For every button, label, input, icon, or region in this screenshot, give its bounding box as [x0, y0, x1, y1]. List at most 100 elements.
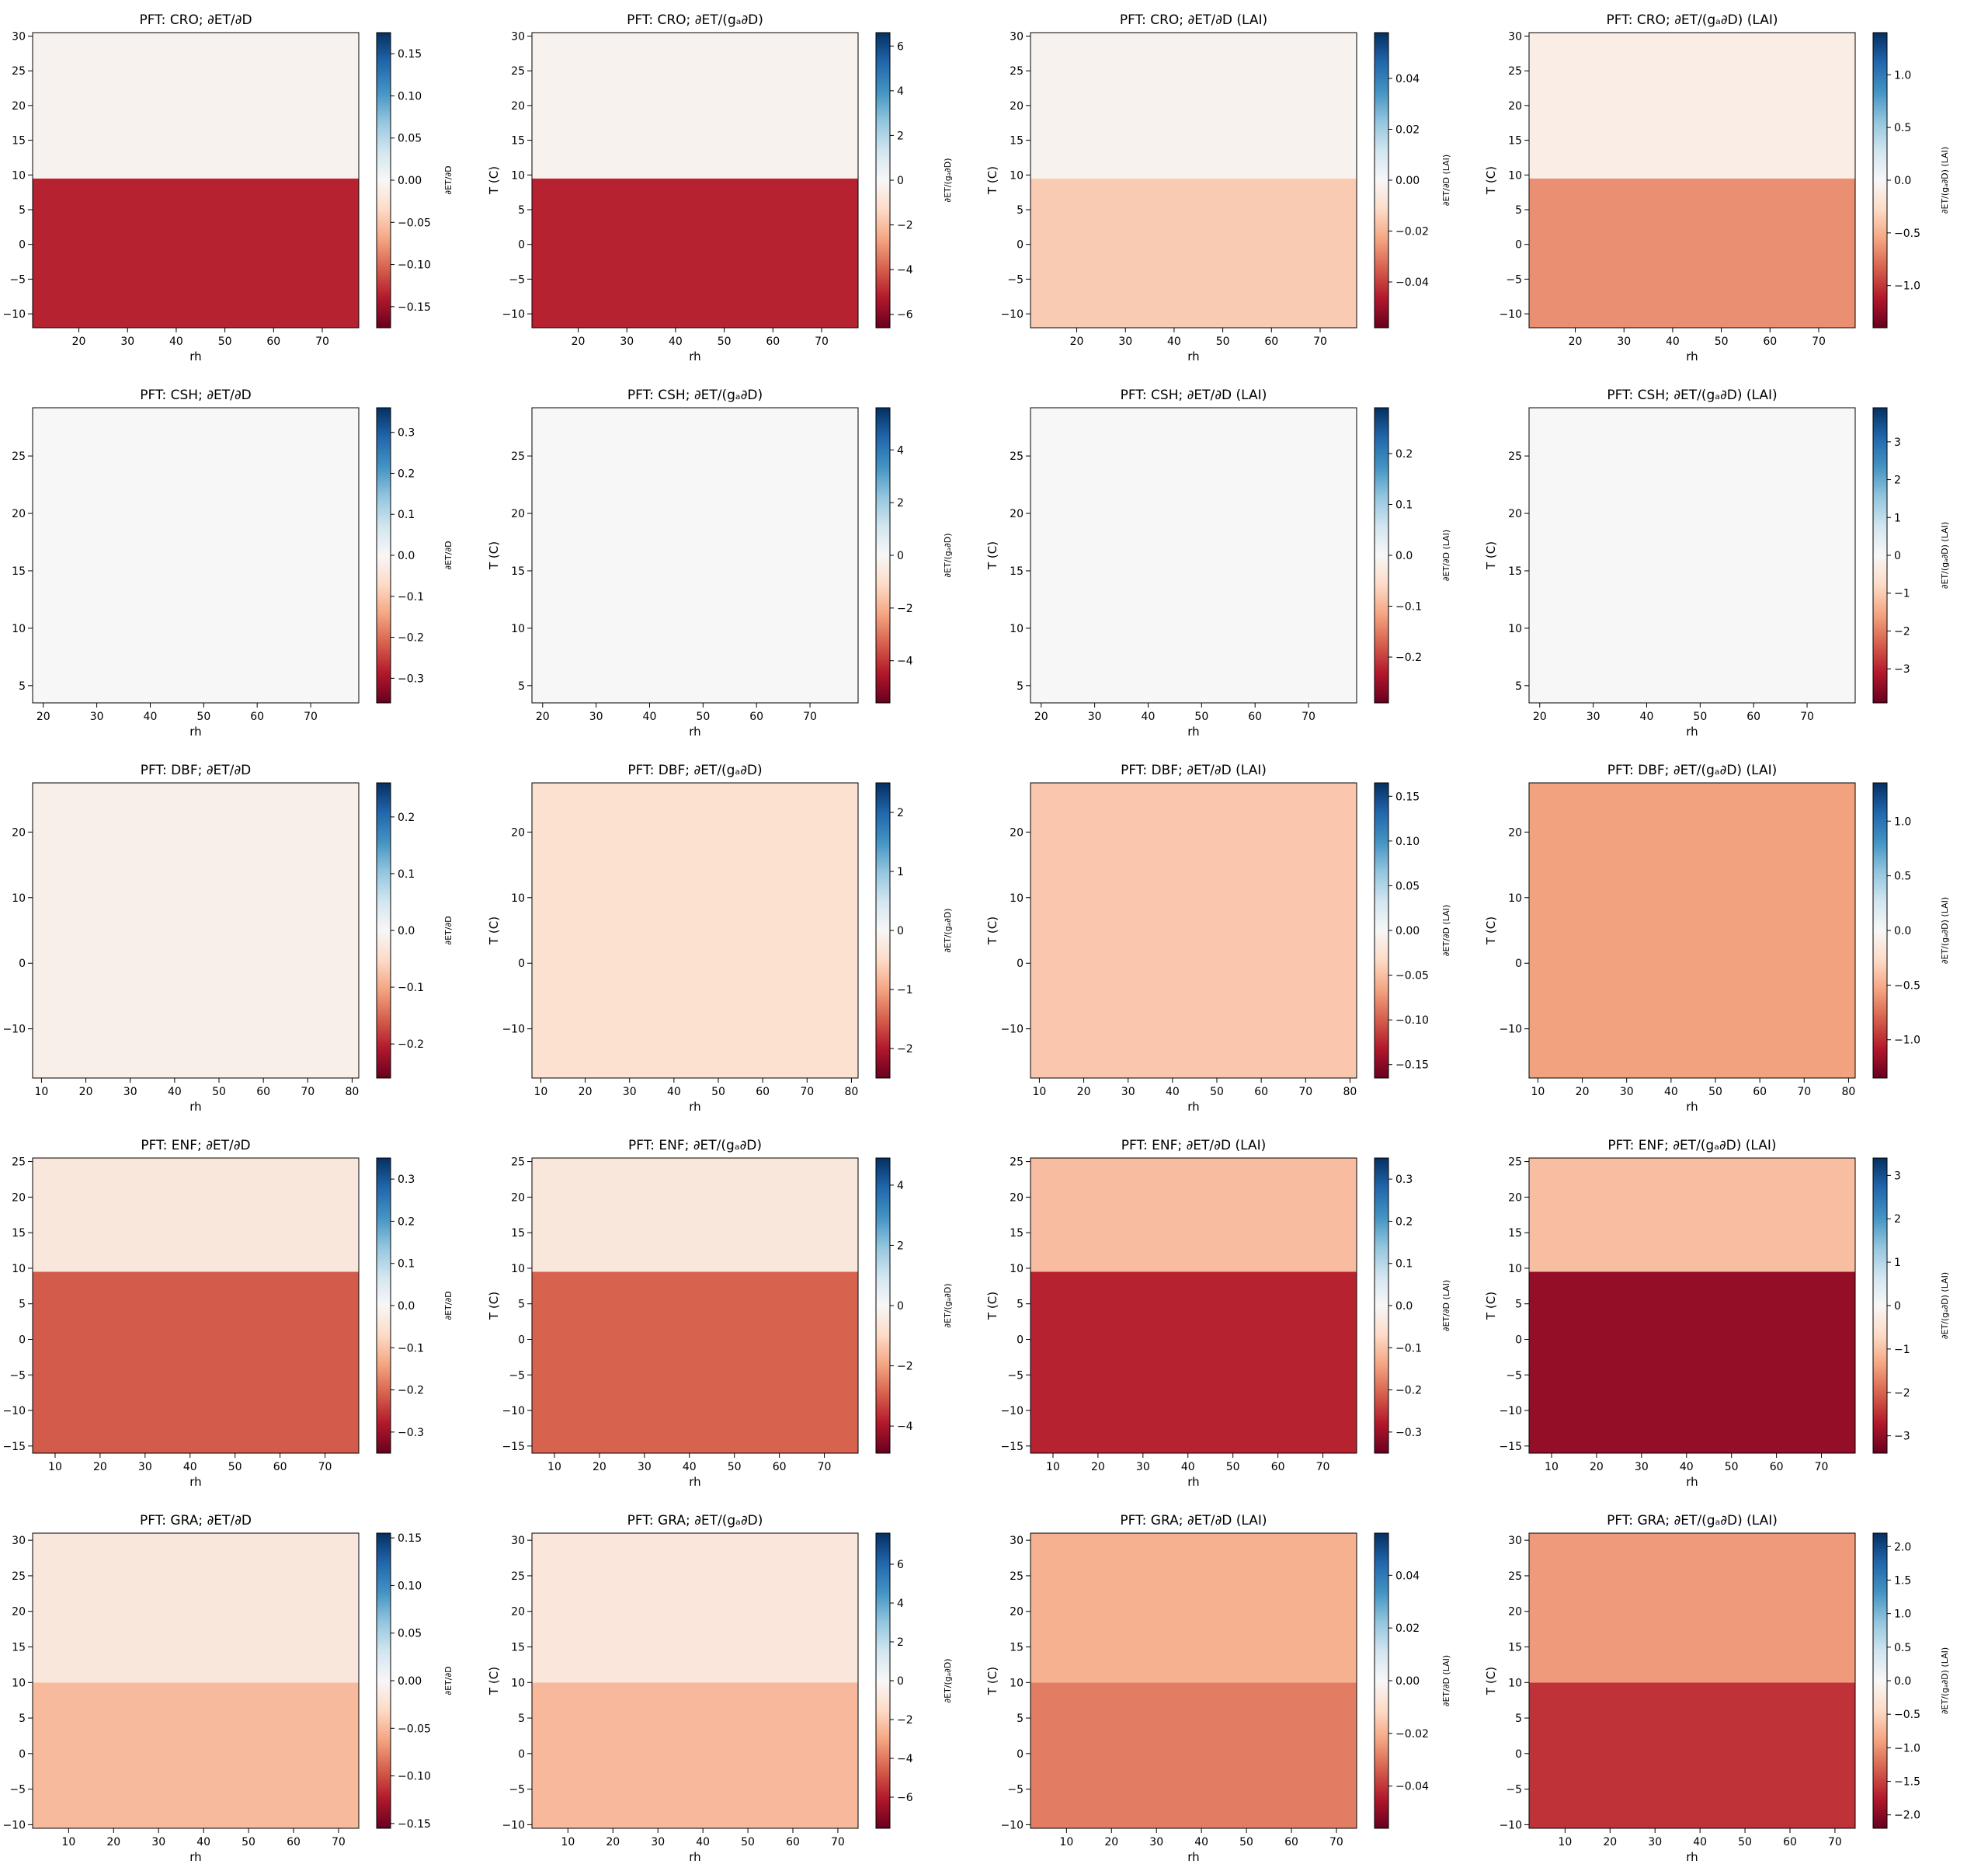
x-tick-label: 70: [1316, 1461, 1330, 1473]
y-tick-label: 10: [1508, 623, 1522, 635]
x-tick-label: 50: [228, 1461, 242, 1473]
heatmap-band: [1529, 178, 1855, 328]
colorbar-label: ∂ET/∂D: [443, 1666, 454, 1695]
colorbar-tick-label: 0: [897, 925, 904, 937]
x-tick-label: 70: [332, 1836, 346, 1848]
y-tick-label: 25: [511, 450, 525, 463]
y-axis-label: T (C): [0, 916, 2, 945]
y-tick-label: 30: [1508, 1535, 1522, 1547]
y-tick-label: 25: [1010, 1570, 1024, 1583]
colorbar-tick-label: −1: [1894, 588, 1910, 600]
heatmap-band: [1030, 1158, 1357, 1272]
colorbar-tick-label: −3: [1894, 1431, 1910, 1443]
y-axis-label: T (C): [985, 1292, 999, 1320]
y-tick-label: −5: [1506, 1784, 1522, 1796]
x-tick-label: 40: [196, 1836, 210, 1848]
y-tick-label: 10: [511, 169, 525, 182]
plot-frame: [32, 782, 360, 1079]
colorbar-label: ∂ET/∂D (LAI): [1441, 1655, 1451, 1706]
y-tick-label: −10: [1000, 1819, 1024, 1831]
x-tick-label: 50: [1708, 1086, 1722, 1098]
colorbar-tick-label: 1.5: [1894, 1574, 1911, 1587]
colorbar-tick-label: −0.1: [398, 982, 424, 994]
colorbar-tick-label: 0.2: [398, 468, 415, 480]
x-tick-label: 80: [845, 1086, 859, 1098]
colorbar-tick-label: −0.05: [1395, 970, 1429, 982]
heatmap-band: [33, 1682, 359, 1828]
colorbar-tick-label: −0.15: [1395, 1059, 1429, 1072]
y-axis-label: T (C): [487, 166, 501, 195]
heatmap-band: [532, 33, 858, 179]
colorbar-tick-label: 0.10: [398, 90, 422, 103]
y-tick-label: −5: [509, 273, 525, 286]
heatmap-band: [33, 1158, 359, 1272]
colorbar-tick-label: −0.2: [398, 1385, 424, 1397]
colorbar-label: ∂ET/∂D: [443, 165, 454, 194]
x-tick-label: 60: [287, 1836, 301, 1848]
y-tick-label: 10: [1010, 1677, 1024, 1689]
y-tick-label: 0: [1515, 958, 1522, 970]
heatmap-band: [1529, 1682, 1855, 1828]
heatmap-band: [532, 1682, 858, 1828]
x-tick-label: 20: [1077, 1086, 1091, 1098]
y-tick-label: 25: [12, 450, 26, 463]
y-tick-label: 10: [1508, 1263, 1522, 1275]
y-tick-label: −5: [9, 1369, 26, 1382]
colorbar-label: ∂ET/(gₐ∂D) (LAI): [1940, 1272, 1950, 1339]
x-tick-label: 40: [1181, 1461, 1195, 1473]
x-tick-label: 30: [1121, 1086, 1135, 1098]
colorbar-tick-label: −0.02: [1395, 226, 1429, 238]
y-tick-label: 5: [1515, 1299, 1522, 1311]
x-tick-label: 70: [1812, 336, 1826, 348]
y-tick-label: 0: [19, 239, 26, 252]
colorbar: [875, 407, 891, 704]
y-tick-label: 10: [1010, 892, 1024, 905]
panel-title: PFT: GRA; ∂ET/∂D: [140, 1513, 252, 1528]
x-tick-label: 40: [696, 1836, 710, 1848]
colorbar-label: ∂ET/∂D: [443, 916, 454, 944]
colorbar-tick-label: 1.0: [1894, 816, 1911, 828]
y-tick-label: 15: [12, 565, 26, 578]
x-tick-label: 60: [773, 1461, 787, 1473]
panel-18: PFT: GRA; ∂ET/∂D (LAI)10 20 30 40 50 60 70−10−…: [985, 1513, 1451, 1864]
x-tick-label: 20: [72, 336, 86, 348]
x-tick-label: 10: [48, 1461, 62, 1473]
y-tick-label: 0: [19, 1748, 26, 1761]
plot-frame: [1030, 1157, 1357, 1454]
colorbar-tick-label: 0.15: [398, 48, 422, 61]
colorbar-tick-label: −2: [1894, 625, 1910, 638]
plot-frame: [1528, 1157, 1856, 1454]
panel-14: PFT: ENF; ∂ET/∂D (LAI)10 20 30 40 50 60 70−15−…: [985, 1138, 1451, 1489]
colorbar-label: ∂ET/(gₐ∂D): [943, 158, 953, 202]
x-tick-label: 20: [593, 1461, 606, 1473]
x-tick-label: 40: [1640, 711, 1654, 723]
x-tick-label: 60: [756, 1086, 770, 1098]
panel-8: PFT: DBF; ∂ET/∂D 10 20 30 40 50 60 70 80 −10 0 10 20…: [0, 763, 454, 1114]
y-tick-label: 0: [1017, 1334, 1024, 1346]
x-tick-label: 50: [196, 711, 210, 723]
panel-title: PFT: GRA; ∂ET/(gₐ∂D) (LAI): [1607, 1513, 1778, 1528]
y-tick-label: 10: [1010, 623, 1024, 635]
y-tick-label: −10: [1000, 1405, 1024, 1417]
colorbar-label: ∂ET/(gₐ∂D): [943, 533, 953, 577]
y-tick-label: 5: [1017, 1713, 1024, 1725]
colorbar-tick-label: 0.10: [398, 1580, 422, 1592]
y-tick-label: 25: [12, 1570, 26, 1583]
colorbar-tick-label: 4: [897, 1180, 904, 1192]
heatmap-band: [1030, 783, 1357, 1078]
colorbar-tick-label: 0.2: [398, 812, 415, 824]
colorbar-label: ∂ET/∂D (LAI): [1441, 155, 1451, 206]
x-tick-label: 30: [620, 336, 634, 348]
x-axis-label: rh: [689, 1100, 700, 1114]
plot-frame: [531, 1157, 859, 1454]
colorbar-tick-label: −0.3: [398, 1427, 424, 1439]
y-tick-label: 5: [19, 1299, 26, 1311]
x-tick-label: 60: [786, 1836, 800, 1848]
colorbar: [1872, 1532, 1888, 1829]
colorbar-tick-label: −2: [897, 1043, 913, 1055]
y-axis-label: T (C): [487, 1292, 501, 1320]
x-axis-label: rh: [689, 1475, 700, 1489]
x-tick-label: 30: [1587, 711, 1600, 723]
colorbar: [1872, 782, 1888, 1079]
colorbar-tick-label: 2: [897, 130, 904, 142]
